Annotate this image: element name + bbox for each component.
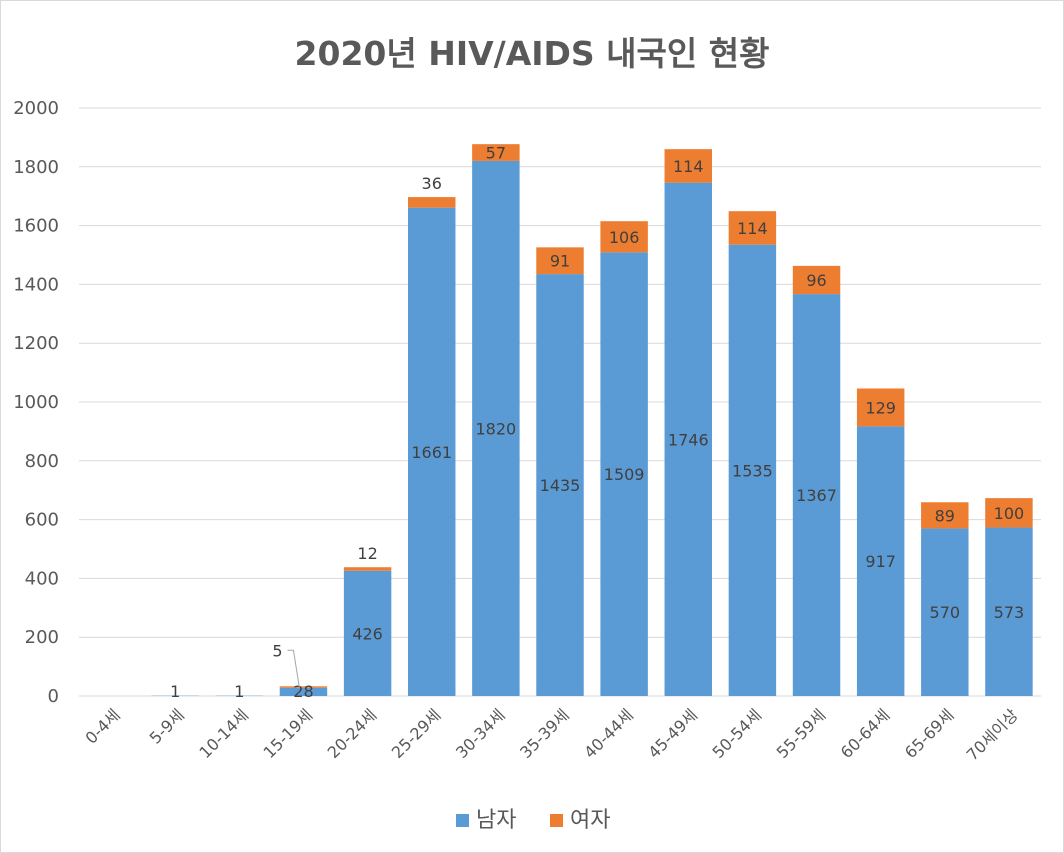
x-tick-label: 35-39세 (516, 705, 573, 762)
y-tick-label: 2000 (13, 98, 59, 119)
y-tick-label: 200 (25, 627, 59, 648)
bar-female (343, 567, 392, 571)
bar-male (343, 570, 392, 696)
x-tick-label: 55-59세 (773, 705, 830, 762)
x-tick-label: 10-14세 (195, 705, 252, 762)
x-tick-label: 50-54세 (709, 705, 766, 762)
bar-male (408, 207, 456, 696)
legend-swatch-female (550, 814, 563, 827)
x-axis: 0-4세 5-9세 10-14세 15-19세 20-24세 25-29세 30-34세 35… (82, 705, 1022, 764)
x-tick-label: 30-34세 (452, 705, 509, 762)
y-axis: 0 200 400 600 800 1000 1200 1400 1600 1800 2000 (13, 98, 59, 707)
data-label-male: 1367 (796, 486, 837, 505)
bar-female (985, 498, 1033, 528)
data-label-female: 100 (994, 504, 1025, 523)
data-label-female: 114 (737, 219, 768, 238)
legend-label-female: 여자 (570, 808, 610, 833)
y-tick-label: 1200 (13, 333, 59, 354)
bar-female (279, 686, 328, 688)
data-labels: 1 1 28 5 426 12 1661 36 1820 57 1435 91 1509 106 1746 1… (170, 144, 1024, 701)
legend-label-male: 남자 (476, 808, 516, 833)
data-label-male: 1820 (476, 419, 517, 438)
data-label-female: 96 (806, 271, 826, 290)
data-label-male: 1435 (540, 476, 581, 495)
data-label-male: 573 (994, 603, 1025, 622)
bar-male (279, 687, 328, 696)
x-tick-label: 45-49세 (644, 705, 701, 762)
y-tick-label: 0 (48, 686, 59, 707)
legend: 남자 여자 (456, 808, 610, 833)
bar-female (664, 149, 712, 183)
bar-male (536, 274, 584, 696)
bar-male (600, 252, 648, 696)
data-label-female: 36 (422, 174, 442, 193)
data-label-male: 1509 (604, 465, 645, 484)
data-label-male: 1746 (668, 430, 709, 449)
bar-female (792, 265, 841, 295)
chart-title: 2020년 HIV/AIDS 내국인 현황 (295, 34, 770, 73)
data-label-male: 570 (930, 603, 961, 622)
bar-male (664, 182, 712, 696)
data-label-male: 1 (170, 682, 180, 701)
bar-male (472, 160, 520, 697)
bar-female (472, 144, 520, 161)
bar-female (921, 502, 969, 529)
data-label-female: 12 (357, 544, 377, 563)
data-label-male: 1 (234, 682, 244, 701)
x-tick-label: 15-19세 (260, 705, 317, 762)
y-tick-label: 400 (25, 568, 59, 589)
data-label-male: 426 (352, 624, 383, 643)
data-label-female: 106 (609, 228, 640, 247)
bars (151, 144, 1033, 697)
x-tick-label: 0-4세 (82, 705, 124, 747)
bar-female (856, 388, 905, 427)
data-label-male: 917 (865, 552, 896, 571)
x-tick-label: 25-29세 (388, 705, 445, 762)
data-label-male: 28 (293, 682, 313, 701)
bar-female (600, 221, 648, 253)
y-tick-label: 600 (25, 510, 59, 531)
data-label-female: 5 (272, 641, 282, 660)
data-label-female: 89 (935, 506, 955, 525)
bar-female (408, 197, 456, 208)
data-label-female: 129 (865, 398, 896, 417)
bar-female (728, 211, 777, 245)
x-tick-label: 60-64세 (837, 705, 894, 762)
x-tick-label: 70세이상 (963, 705, 1022, 764)
bar-male (856, 426, 905, 696)
x-tick-label: 20-24세 (324, 705, 381, 762)
y-tick-label: 1600 (13, 216, 59, 237)
bar-male (985, 527, 1033, 696)
bar-male (792, 294, 841, 696)
y-tick-label: 1000 (13, 392, 59, 413)
legend-swatch-male (456, 814, 469, 827)
leader-line (287, 649, 300, 689)
y-tick-label: 1800 (13, 157, 59, 178)
x-tick-label: 5-9세 (146, 705, 188, 747)
y-tick-label: 1400 (13, 274, 59, 295)
data-label-male: 1535 (732, 461, 773, 480)
y-tick-label: 800 (25, 451, 59, 472)
bar-female (536, 247, 584, 275)
data-label-female: 91 (550, 252, 570, 271)
bar-male (921, 528, 969, 696)
data-label-female: 114 (673, 157, 704, 176)
data-label-female: 57 (486, 144, 506, 163)
data-label-male: 1661 (411, 443, 452, 462)
x-tick-label: 40-44세 (580, 705, 637, 762)
bar-male (728, 244, 777, 696)
x-tick-label: 65-69세 (901, 705, 958, 762)
